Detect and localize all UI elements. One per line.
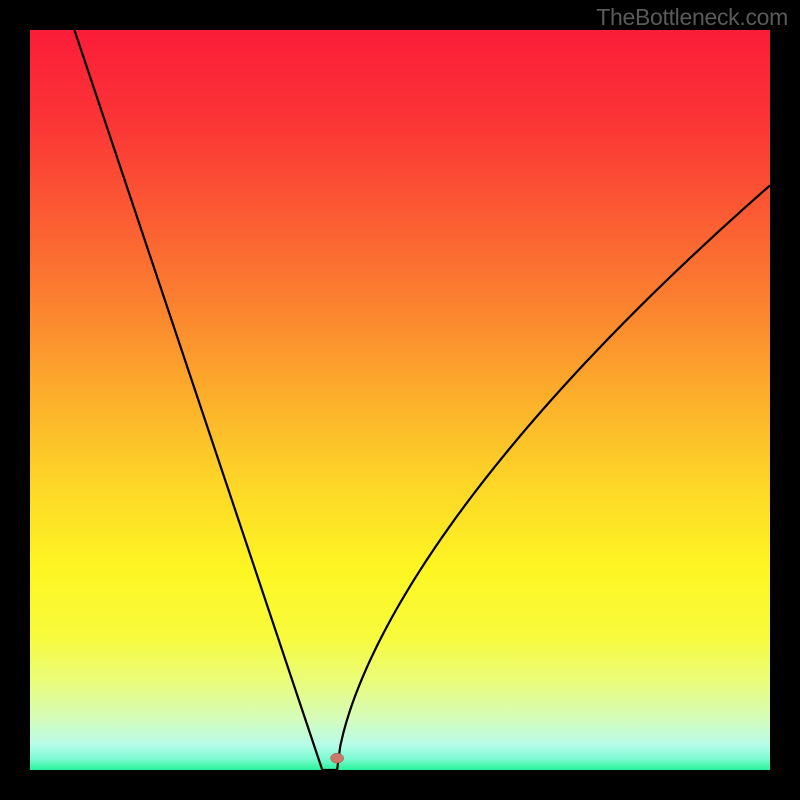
- chart-svg: [30, 30, 770, 770]
- gradient-background: [30, 30, 770, 770]
- bottleneck-chart: [30, 30, 770, 770]
- optimum-marker: [331, 753, 344, 763]
- watermark-text: TheBottleneck.com: [596, 4, 788, 31]
